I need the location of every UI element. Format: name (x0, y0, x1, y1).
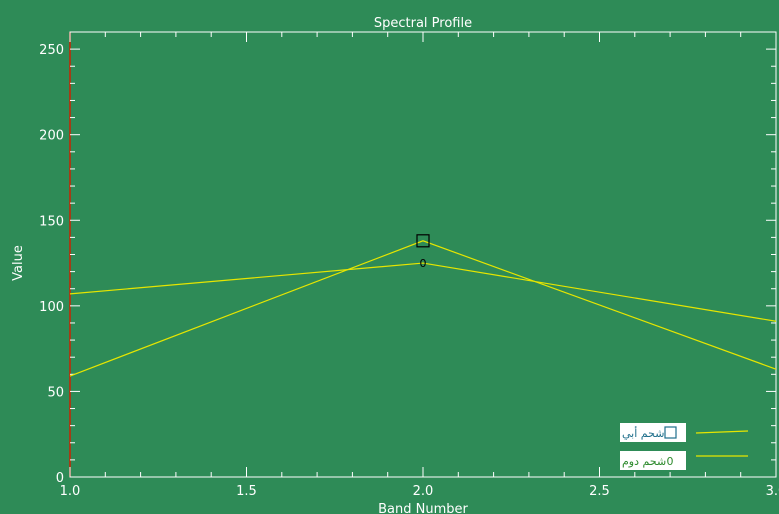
legend-label-box (620, 423, 686, 442)
plot-frame (69, 31, 777, 478)
y-tick-label: 100 (39, 300, 64, 315)
x-tick-label: 1.0 (60, 484, 81, 499)
x-tick-label: 3.0 (766, 484, 779, 499)
chart-title: Spectral Profile (374, 16, 472, 31)
axes: 1.0 1.5 2.0 2.5 3.0 0 50 100 150 200 250 (39, 31, 779, 499)
y-tick-label: 150 (39, 214, 64, 229)
y-tick-label: 200 (39, 129, 64, 144)
legend-label-box (620, 451, 686, 470)
y-tick-label: 250 (39, 43, 64, 58)
x-tick-label: 2.0 (413, 484, 434, 499)
y-tick-label: 50 (47, 385, 64, 400)
square-marker-icon (416, 234, 430, 248)
legend-line-sample (695, 430, 749, 434)
y-axis-title: Value (11, 245, 26, 281)
x-tick-label: 2.5 (589, 484, 610, 499)
series-line-1 (69, 240, 777, 377)
legend-square-icon (664, 426, 677, 439)
x-axis-title: Band Number (378, 502, 468, 514)
series-line-2 (69, 262, 777, 322)
series-lines: 0 (69, 234, 777, 377)
zero-marker-icon: 0 (420, 257, 427, 270)
legend-entry-label: شحم دوم (622, 455, 666, 468)
legend-zero-icon: 0 (667, 455, 674, 468)
legend-entry-label: شحم أبي (622, 426, 664, 440)
y-tick-label: 0 (56, 471, 64, 486)
x-tick-label: 1.5 (236, 484, 257, 499)
